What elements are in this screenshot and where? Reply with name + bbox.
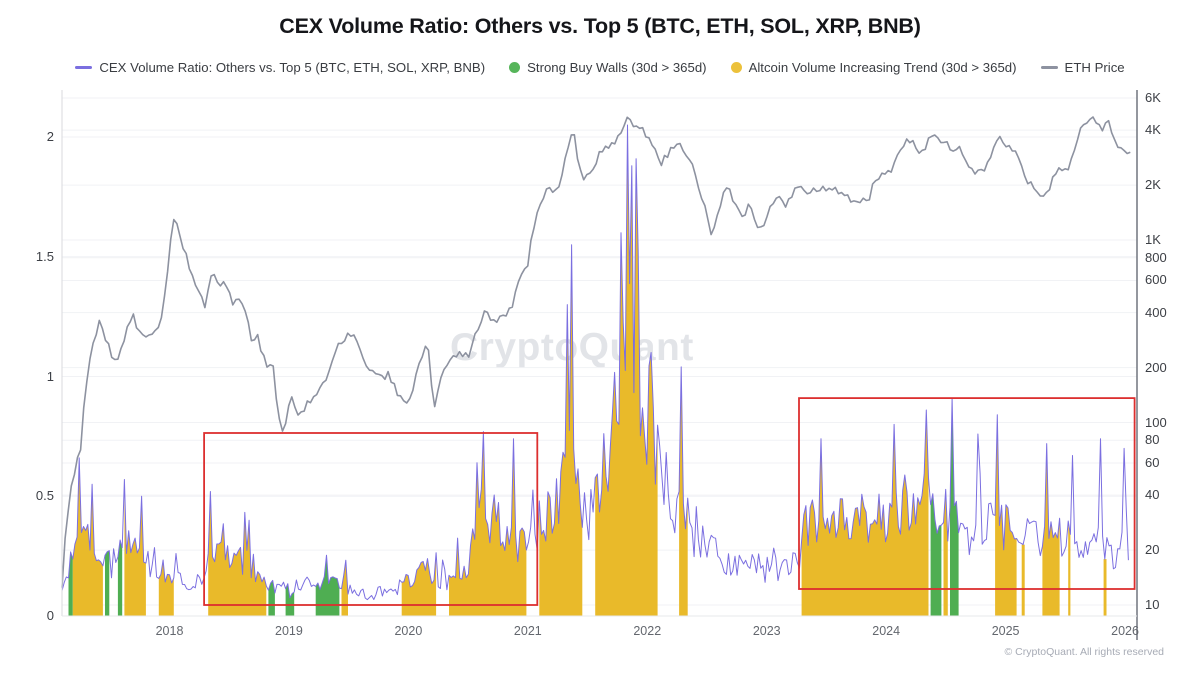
legend-item[interactable]: Altcoin Volume Increasing Trend (30d > 3…	[730, 60, 1017, 75]
legend-item[interactable]: CEX Volume Ratio: Others vs. Top 5 (BTC,…	[75, 60, 485, 75]
legend-label: Strong Buy Walls (30d > 365d)	[527, 60, 707, 75]
buy-walls-band	[950, 398, 959, 616]
right-axis-tick: 600	[1145, 272, 1167, 288]
altcoin-trend-band	[401, 552, 437, 616]
x-axis-tick: 2023	[752, 624, 781, 638]
altcoin-trend-band	[1021, 544, 1025, 616]
chart-title: CEX Volume Ratio: Others vs. Top 5 (BTC,…	[279, 14, 921, 38]
copyright-footer: © CryptoQuant. All rights reserved	[1004, 646, 1164, 658]
x-axis-tick: 2021	[513, 624, 542, 638]
buy-walls-band	[268, 580, 275, 616]
legend: CEX Volume Ratio: Others vs. Top 5 (BTC,…	[0, 60, 1200, 75]
red-box-1	[203, 432, 539, 606]
right-axis-tick: 20	[1145, 542, 1160, 558]
altcoin-trend-band	[595, 125, 658, 616]
cex-volume-ratio-line	[61, 124, 1129, 601]
right-axis-tick: 1K	[1145, 232, 1161, 247]
right-axis-tick: 4K	[1145, 122, 1161, 138]
altcoin-trend-band	[1103, 559, 1107, 616]
x-axis-tick: 2020	[394, 624, 423, 638]
right-axis-tick: 6K	[1145, 89, 1161, 105]
altcoin-trend-band	[449, 431, 527, 616]
altcoin-trend-band	[158, 560, 174, 616]
altcoin-trend-band	[679, 366, 688, 616]
legend-label: CEX Volume Ratio: Others vs. Top 5 (BTC,…	[99, 60, 486, 75]
x-axis-tick: 2019	[275, 624, 303, 638]
legend-item[interactable]: ETH Price	[1040, 60, 1125, 75]
buy-walls-band	[315, 555, 340, 616]
legend-label: Altcoin Volume Increasing Trend (30d > 3…	[748, 60, 1017, 75]
legend-item[interactable]: Strong Buy Walls (30d > 365d)	[509, 60, 707, 75]
eth-price-line-swatch-icon	[1040, 66, 1058, 69]
right-axis-tick: 400	[1145, 304, 1167, 320]
altcoin-trend-band	[539, 244, 583, 617]
altcoin-trend-dot-icon	[730, 62, 742, 73]
eth-price-line	[61, 116, 1131, 588]
buy-walls-band	[930, 493, 942, 616]
right-axis-tick: 60	[1145, 454, 1160, 470]
left-axis-tick: 2	[46, 129, 54, 144]
right-axis-tick: 80	[1145, 432, 1160, 448]
x-axis-tick: 2022	[633, 624, 662, 638]
ratio-line-swatch-icon	[75, 66, 93, 69]
right-axis-tick: 10	[1145, 597, 1160, 612]
altcoin-trend-band	[801, 410, 929, 616]
x-axis-tick: 2018	[155, 624, 184, 638]
altcoin-trend-band	[1068, 521, 1071, 616]
x-axis-tick: 2024	[872, 624, 901, 638]
right-axis-tick: 2K	[1145, 177, 1161, 193]
buy-walls-band	[105, 550, 110, 616]
altcoin-trend-band	[1042, 443, 1060, 616]
buy-walls-band	[285, 583, 295, 616]
left-axis-tick: 0.5	[35, 488, 54, 504]
altcoin-trend-band	[124, 479, 146, 616]
left-axis-tick: 1	[46, 368, 54, 384]
x-axis-tick: 2025	[991, 624, 1020, 638]
red-box-2	[798, 397, 1136, 590]
left-axis-tick: 1.5	[35, 248, 54, 264]
left-axis-tick: 0	[46, 608, 54, 623]
right-axis-tick: 40	[1145, 487, 1160, 503]
buy-walls-band	[117, 540, 123, 616]
x-axis-tick: 2026	[1111, 624, 1139, 638]
right-axis-tick: 100	[1145, 414, 1167, 430]
buy-walls-dot-icon	[509, 62, 521, 73]
right-axis-tick: 800	[1145, 249, 1167, 265]
buy-walls-band	[68, 551, 73, 616]
legend-label: ETH Price	[1064, 60, 1125, 75]
right-axis-tick: 200	[1145, 359, 1167, 375]
